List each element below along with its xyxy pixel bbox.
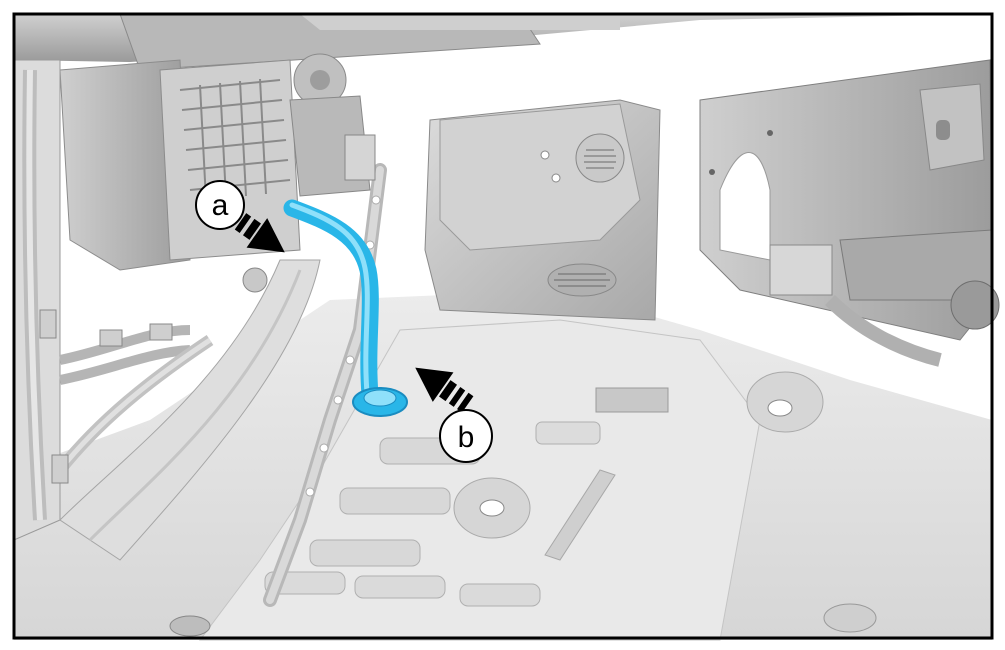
callout-a: a <box>195 180 245 230</box>
hvac-housing <box>59 53 376 271</box>
wiring-harness <box>13 59 214 541</box>
steering-bracket <box>699 59 1000 367</box>
callout-a-label: a <box>212 189 229 222</box>
firewall-box <box>424 99 661 321</box>
arrow-up-left-icon <box>415 367 474 413</box>
callout-b: b <box>439 409 493 463</box>
tunnel-panel <box>59 259 321 561</box>
figure-frame <box>12 12 994 640</box>
callout-b-label: b <box>458 421 475 454</box>
dashboard-beam <box>14 13 992 71</box>
drain-hose <box>283 199 408 417</box>
